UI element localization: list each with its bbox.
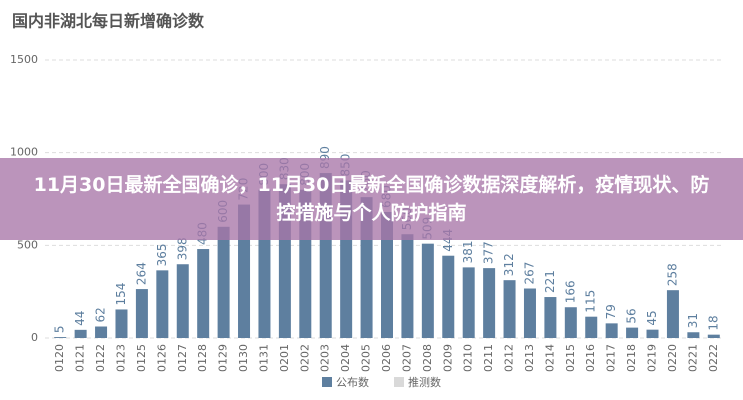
x-tick-label: 0220 — [666, 344, 679, 372]
x-tick-label: 0127 — [176, 344, 189, 372]
bar — [585, 316, 598, 338]
value-label: 56 — [625, 308, 639, 323]
bar — [707, 334, 720, 338]
value-label: 154 — [114, 283, 128, 306]
bar — [401, 234, 414, 338]
x-tick-label: 0205 — [360, 344, 373, 372]
x-tick-label: 0209 — [441, 344, 454, 372]
x-tick-label: 0121 — [74, 344, 87, 372]
x-tick-label: 0120 — [53, 344, 66, 372]
value-label: 258 — [665, 263, 679, 286]
value-label: 377 — [482, 241, 496, 264]
bar — [217, 226, 230, 338]
bar — [54, 337, 67, 338]
bar — [95, 326, 108, 338]
value-label: 221 — [543, 270, 557, 293]
value-label: 381 — [461, 240, 475, 263]
bar — [503, 280, 516, 338]
bar — [115, 309, 128, 338]
x-tick-label: 0214 — [543, 344, 556, 372]
x-tick-label: 0202 — [298, 344, 311, 372]
x-tick-label: 0128 — [196, 344, 209, 372]
bar — [156, 270, 169, 338]
x-tick-label: 0215 — [564, 344, 577, 372]
y-tick-label: 500 — [17, 238, 38, 251]
bar — [197, 249, 210, 338]
x-tick-label: 0123 — [114, 344, 127, 372]
x-tick-label: 0201 — [278, 344, 291, 372]
bar — [687, 332, 700, 338]
bar — [381, 211, 393, 338]
x-tick-label: 0217 — [605, 344, 618, 372]
banner: 11月30日最新全国确诊，11月30日最新全国确诊数据深度解析，疫情现状、防控措… — [0, 158, 743, 240]
x-tick-label: 0125 — [135, 344, 148, 372]
x-tick-label: 0206 — [380, 344, 393, 372]
bar — [176, 264, 189, 338]
x-tick-label: 0126 — [155, 344, 168, 372]
x-tick-label: 0210 — [462, 344, 475, 372]
value-label: 79 — [604, 304, 618, 319]
bar — [74, 329, 87, 338]
bar — [442, 255, 455, 338]
value-label: 18 — [706, 315, 720, 330]
x-tick-label: 0207 — [400, 344, 413, 372]
bar — [626, 327, 639, 338]
legend-swatch — [322, 377, 332, 387]
value-label: 267 — [522, 262, 536, 285]
x-tick-label: 0211 — [482, 344, 495, 372]
x-tick-label: 0212 — [503, 344, 516, 372]
bar — [483, 268, 496, 338]
bar — [666, 290, 679, 338]
x-tick-label: 0208 — [421, 344, 434, 372]
value-label: 45 — [645, 310, 659, 325]
bar — [605, 323, 618, 338]
x-tick-label: 0219 — [646, 344, 659, 372]
bar — [564, 307, 577, 338]
x-tick-label: 0130 — [237, 344, 250, 372]
x-tick-label: 0213 — [523, 344, 536, 372]
y-tick-label: 0 — [31, 331, 38, 344]
x-tick-label: 0131 — [257, 344, 270, 372]
x-tick-label: 0222 — [707, 344, 720, 372]
x-tick-label: 0204 — [339, 344, 352, 372]
y-tick-label: 1000 — [10, 146, 38, 159]
x-tick-label: 0122 — [94, 344, 107, 372]
legend-label: 公布数 — [336, 376, 369, 389]
bar — [523, 288, 536, 338]
value-label: 312 — [502, 253, 516, 276]
legend-label: 推测数 — [408, 375, 441, 389]
value-label: 264 — [134, 262, 148, 285]
x-tick-label: 0218 — [625, 344, 638, 372]
bar — [421, 243, 434, 338]
x-tick-label: 0221 — [686, 344, 699, 372]
value-label: 365 — [155, 243, 169, 266]
value-label: 166 — [563, 280, 577, 303]
y-tick-label: 1500 — [10, 53, 38, 66]
value-label: 44 — [73, 311, 87, 326]
bar — [544, 297, 557, 338]
x-tick-label: 0216 — [584, 344, 597, 372]
value-label: 62 — [94, 307, 108, 322]
chart-title: 国内非湖北每日新增确诊数 — [12, 12, 205, 31]
x-tick-label: 0203 — [319, 344, 332, 372]
value-label: 115 — [584, 290, 598, 313]
bar — [646, 329, 659, 338]
banner-text: 11月30日最新全国确诊，11月30日最新全国确诊数据深度解析，疫情现状、防控措… — [33, 174, 710, 224]
value-label: 5 — [53, 325, 67, 333]
value-label: 31 — [686, 313, 700, 328]
legend-swatch — [394, 377, 404, 387]
bar — [135, 289, 148, 338]
x-tick-label: 0129 — [217, 344, 230, 372]
value-label: 398 — [175, 237, 189, 260]
bar — [462, 267, 475, 338]
